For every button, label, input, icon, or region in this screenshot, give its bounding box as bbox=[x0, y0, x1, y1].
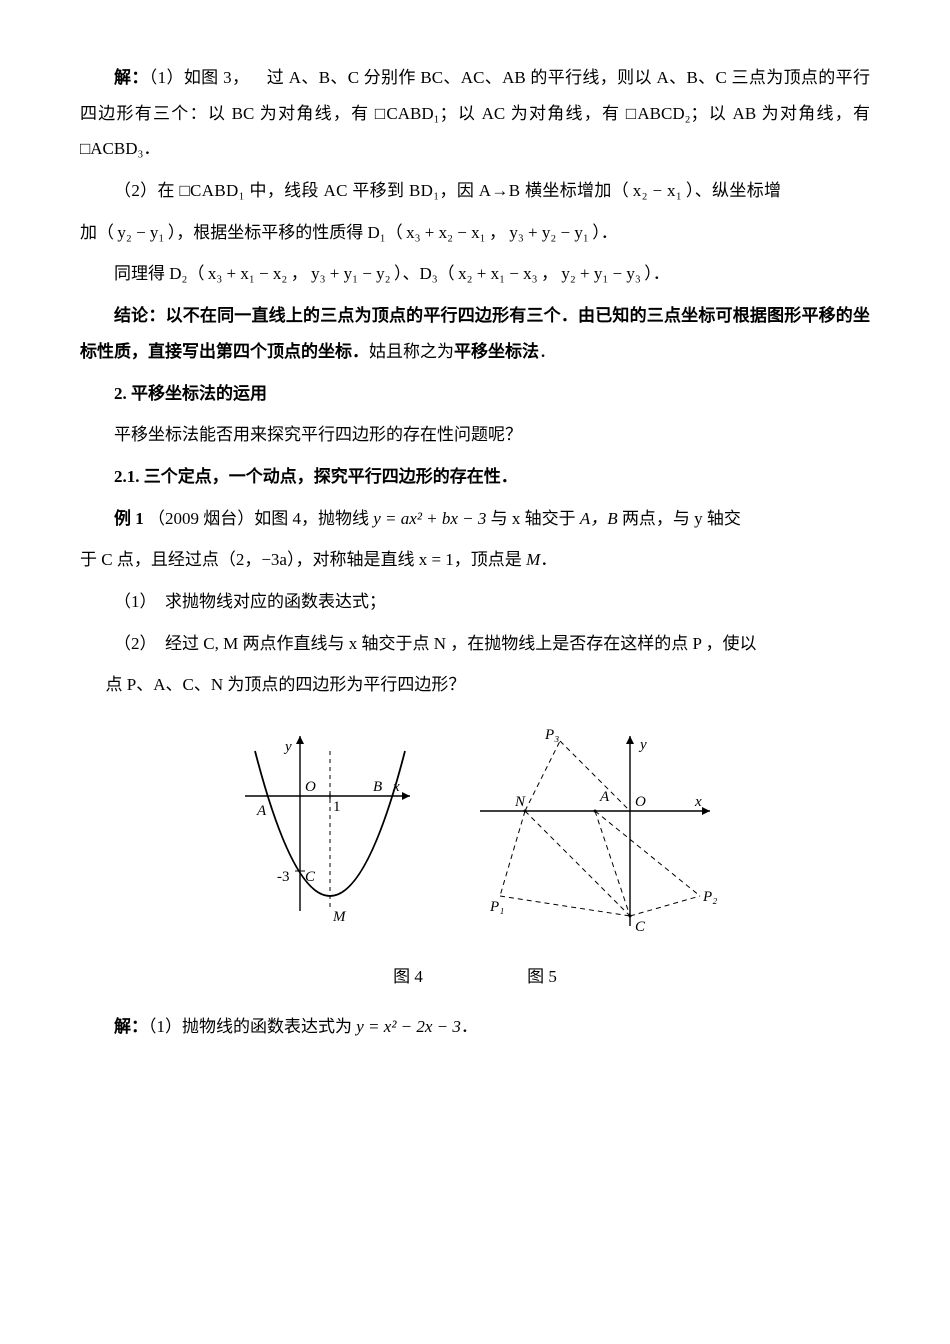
para-q2: （2） 经过 C, M 两点作直线与 x 轴交于点 N ，在抛物线上是否存在这样… bbox=[80, 626, 870, 662]
text-ex1a: （2009 烟台）如图 4，抛物线 bbox=[148, 509, 373, 528]
label-ex1: 例 1 bbox=[114, 509, 144, 528]
fig5-label-O: O bbox=[635, 794, 646, 810]
fig5-dash-6 bbox=[500, 896, 630, 916]
label-sol2: 解： bbox=[114, 1017, 148, 1036]
fig5-dash-8 bbox=[595, 811, 700, 896]
text-q2: （2） 经过 C, M 两点作直线与 x 轴交于点 N ，在抛物线上是否存在这样… bbox=[114, 634, 757, 653]
text-sol-a: （1）抛物线的函数表达式为 bbox=[148, 1017, 356, 1036]
fig4-x-arrow bbox=[402, 792, 410, 800]
fig5-dash-2 bbox=[560, 741, 630, 811]
fig5-dash-1 bbox=[525, 741, 560, 811]
fig5-dash-3 bbox=[525, 811, 630, 916]
fig5-dash-4 bbox=[595, 811, 630, 916]
text-ex1-pts: A，B bbox=[580, 509, 618, 528]
fig5-y-arrow bbox=[626, 736, 634, 744]
fig4-y-arrow bbox=[296, 736, 304, 744]
para-solution: 解：（1）抛物线的函数表达式为 y = x² − 2x − 3． bbox=[80, 1009, 870, 1045]
para-conclusion: 结论：以不在同一直线上的三点为顶点的平行四边形有三个．由已知的三点坐标可根据图形… bbox=[80, 298, 870, 369]
fig4-label-A: A bbox=[256, 803, 267, 819]
fig5-label-C: C bbox=[635, 919, 646, 935]
text-ex1-l2b: ． bbox=[540, 550, 557, 569]
text-p3a: 加（ y₂ − y₁ ），根据坐标平移的性质得 D₁（ x₃ + x₂ − x₁… bbox=[80, 223, 618, 242]
text-p5: 平移坐标法能否用来探究平行四边形的存在性问题呢？ bbox=[114, 425, 522, 444]
text-q2b: 点 P、A、C、N 为顶点的四边形为平行四边形？ bbox=[106, 675, 466, 694]
formula-sol: y = x² − 2x − 3 bbox=[356, 1017, 461, 1036]
fig5-dash-7 bbox=[630, 896, 700, 916]
fig5-label-y: y bbox=[638, 737, 647, 753]
text-p4: 同理得 D₂（ x₃ + x₁ − x₂ ， y₃ + y₁ − y₂ ）、D₃… bbox=[114, 264, 670, 283]
para-p3: 加（ y₂ − y₁ ），根据坐标平移的性质得 D₁（ x₃ + x₂ − x₁… bbox=[80, 215, 870, 251]
para-p5: 平移坐标法能否用来探究平行四边形的存在性问题呢？ bbox=[80, 417, 870, 453]
fig4-label-C: C bbox=[305, 869, 316, 885]
fig5-label-P2: P₂ bbox=[702, 889, 717, 905]
figure-4: O 1 A B -3 C M y x bbox=[225, 721, 425, 941]
fig4-label-neg3: -3 bbox=[277, 869, 290, 885]
para-ex1: 例 1 （2009 烟台）如图 4，抛物线 y = ax² + bx − 3 与… bbox=[80, 501, 870, 537]
para-ex1-line2: 于 C 点，且经过点（2，−3a），对称轴是直线 x = 1，顶点是 M． bbox=[80, 542, 870, 578]
fig5-label-P3: P₃ bbox=[544, 727, 559, 743]
fig4-label-M: M bbox=[332, 909, 347, 925]
caption-fig5: 图 5 bbox=[527, 959, 557, 995]
fig4-label-1: 1 bbox=[333, 799, 341, 815]
para-q2b: 点 P、A、C、N 为顶点的四边形为平行四边形？ bbox=[80, 667, 870, 703]
text-sol-b: ． bbox=[461, 1017, 478, 1036]
fig5-label-N: N bbox=[514, 794, 526, 810]
text-ex1-l2a: 于 C 点，且经过点（2，−3a），对称轴是直线 x = 1，顶点是 bbox=[80, 550, 526, 569]
figure-5: O N A C P₁ P₂ P₃ y x bbox=[465, 721, 725, 951]
formula-ex1: y = ax² + bx − 3 bbox=[373, 509, 486, 528]
text-ex1c: 两点，与 y 轴交 bbox=[618, 509, 741, 528]
text-p1: （1）如图 3， 过 A、B、C 分别作 BC、AC、AB 的平行线，则以 A、… bbox=[80, 68, 870, 158]
text-ex1-l2m: M bbox=[526, 550, 540, 569]
fig4-label-x: x bbox=[392, 779, 400, 795]
figure-row: O 1 A B -3 C M y x bbox=[80, 721, 870, 951]
caption-fig4: 图 4 bbox=[393, 959, 423, 995]
text-p2: （2）在 □CABD₁ 中，线段 AC 平移到 BD₁，因 A→B 横坐标增加（… bbox=[114, 181, 781, 200]
fig4-label-y: y bbox=[283, 739, 292, 755]
figure-captions: 图 4 图 5 bbox=[80, 959, 870, 995]
fig5-label-A: A bbox=[599, 789, 610, 805]
fig5-x-arrow bbox=[702, 807, 710, 815]
heading-2: 2. 平移坐标法的运用 bbox=[80, 376, 870, 412]
fig4-label-B: B bbox=[373, 779, 382, 795]
text-conc-tail-plain: 姑且称之为 bbox=[369, 342, 454, 361]
text-conc-tail-bold: 平移坐标法 bbox=[454, 342, 539, 361]
para-sol1: 解：（1）如图 3， 过 A、B、C 分别作 BC、AC、AB 的平行线，则以 … bbox=[80, 60, 870, 167]
fig4-label-O: O bbox=[305, 779, 316, 795]
fig5-dash-5 bbox=[500, 811, 525, 896]
text-q1: （1） 求抛物线对应的函数表达式； bbox=[114, 592, 386, 611]
text-conc-tail-end: ． bbox=[539, 342, 556, 361]
heading-21: 2.1. 三个定点，一个动点，探究平行四边形的存在性． bbox=[80, 459, 870, 495]
fig5-label-x: x bbox=[694, 794, 702, 810]
text-h2: 2. 平移坐标法的运用 bbox=[114, 384, 267, 403]
para-p2: （2）在 □CABD₁ 中，线段 AC 平移到 BD₁，因 A→B 横坐标增加（… bbox=[80, 173, 870, 209]
text-h21: 2.1. 三个定点，一个动点，探究平行四边形的存在性． bbox=[114, 467, 518, 486]
para-q1: （1） 求抛物线对应的函数表达式； bbox=[80, 584, 870, 620]
fig5-label-P1: P₁ bbox=[489, 899, 504, 915]
para-p4: 同理得 D₂（ x₃ + x₁ − x₂ ， y₃ + y₁ − y₂ ）、D₃… bbox=[80, 256, 870, 292]
label-sol: 解： bbox=[114, 68, 149, 87]
text-ex1b: 与 x 轴交于 bbox=[486, 509, 580, 528]
